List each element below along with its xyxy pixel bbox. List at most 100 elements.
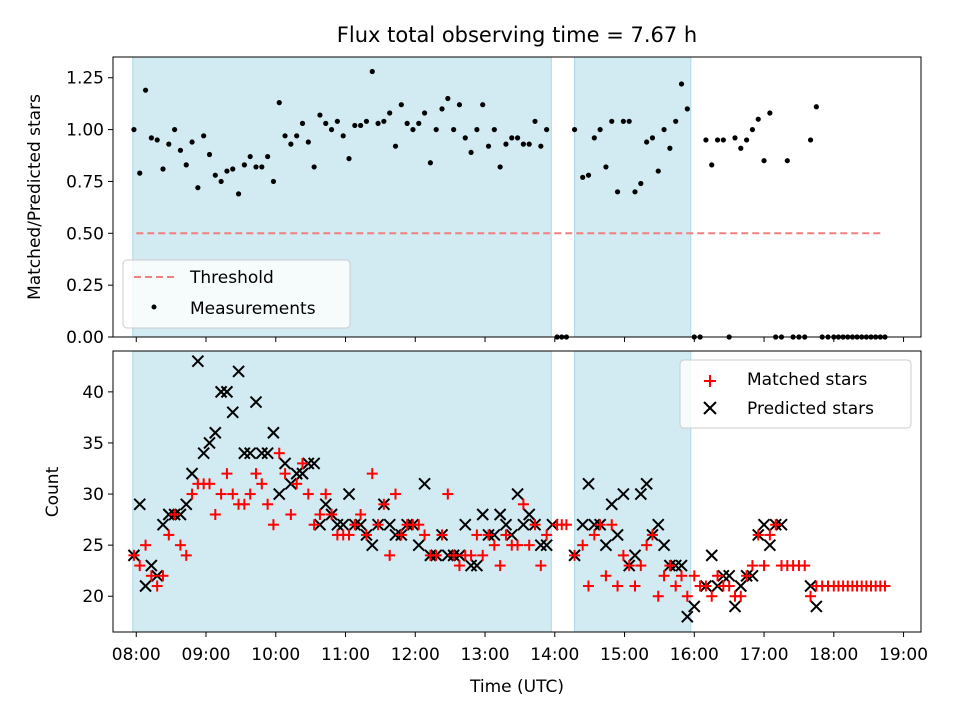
matched-point	[453, 560, 465, 572]
matched-point	[366, 468, 378, 480]
matched-point	[477, 549, 489, 561]
matched-point	[186, 488, 198, 500]
measurement-point	[230, 166, 236, 172]
predicted-point-stroke	[366, 538, 379, 552]
predicted-point	[804, 579, 817, 593]
measurement-point	[323, 120, 329, 126]
measurement-point	[172, 126, 178, 133]
matched-point	[145, 570, 157, 582]
predicted-point-stroke	[459, 518, 472, 531]
matched-point	[488, 539, 500, 551]
predicted-point-stroke	[197, 446, 210, 460]
measurement-point	[720, 137, 726, 143]
measurement-point	[451, 126, 457, 133]
predicted-point-stroke	[505, 528, 518, 542]
matched-point	[465, 549, 477, 561]
measurement-point	[571, 126, 578, 133]
predicted-point-stroke	[238, 446, 251, 460]
matched-point	[372, 519, 384, 531]
predicted-point	[354, 518, 367, 531]
measurement-point	[201, 133, 207, 139]
measurement-point	[166, 141, 172, 147]
matched-point	[723, 580, 735, 592]
predicted-point-stroke	[249, 395, 263, 409]
predicted-point	[757, 518, 771, 531]
matched-legend-swatch	[704, 375, 716, 387]
predicted-point-stroke	[810, 600, 823, 613]
measurement-point	[404, 120, 410, 126]
matched-point	[221, 468, 233, 480]
predicted-point-stroke	[290, 467, 303, 480]
predicted-point	[453, 549, 466, 562]
measurement-point	[352, 122, 358, 129]
measurement-point	[807, 137, 814, 143]
predicted-point	[717, 569, 730, 583]
measurement-point	[474, 126, 480, 133]
measurement-point	[462, 135, 468, 141]
predicted-point	[722, 569, 736, 583]
count-x-axis: 08:00 09:00 10:00 11:00 12:00 13:00 14:00 15:00…	[112, 632, 928, 665]
measurement-point	[703, 137, 709, 143]
matched-point	[670, 580, 682, 592]
measurement-point	[346, 156, 352, 162]
predicted-point	[336, 518, 350, 531]
predicted-point-stroke	[255, 446, 269, 460]
matched-point	[629, 580, 641, 592]
measurement-point	[532, 118, 538, 124]
y-tick-label: 0.75	[66, 172, 104, 192]
predicted-point-stroke	[226, 406, 239, 419]
predicted-point-stroke	[675, 559, 688, 572]
predicted-point-stroke	[209, 426, 222, 439]
predicted-point-stroke	[453, 549, 466, 562]
predicted-point-stroke	[139, 579, 152, 593]
measurement-point	[509, 135, 515, 141]
observing-window-0	[132, 350, 552, 633]
predicted-point-stroke	[722, 569, 736, 583]
matched-point	[641, 539, 653, 551]
predicted-point-stroke	[757, 518, 771, 531]
predicted-point	[775, 518, 788, 531]
measurement-point	[813, 104, 819, 110]
predicted-point	[688, 600, 701, 613]
predicted-point-stroke	[470, 559, 484, 572]
matched-point	[594, 519, 606, 531]
matched-point	[741, 570, 753, 582]
predicted-point-stroke	[763, 538, 777, 552]
measurement-point	[247, 153, 253, 160]
measurement-point	[137, 170, 143, 176]
measurement-point	[305, 139, 311, 145]
measurement-point	[468, 149, 474, 156]
measurement-point	[491, 126, 497, 133]
matched-point	[430, 549, 442, 561]
predicted-point	[162, 508, 176, 521]
matched-point	[758, 560, 770, 572]
matched-point	[770, 519, 782, 531]
predicted-point	[290, 467, 303, 480]
measurement-point	[288, 141, 294, 147]
predicted-point	[681, 610, 694, 623]
predicted-point-stroke	[681, 610, 694, 623]
measurement-point	[398, 102, 404, 108]
y-tick-label: 1.00	[66, 121, 104, 141]
ratio-y-label: Matched/Predicted stars	[25, 94, 45, 300]
predicted-point-stroke	[611, 528, 624, 542]
y-tick-label: 30	[82, 485, 104, 505]
matched-point	[879, 580, 891, 592]
predicted-point	[296, 467, 309, 480]
predicted-point-stroke	[599, 538, 613, 552]
matched-point	[180, 549, 192, 561]
predicted-point-stroke	[145, 559, 158, 572]
predicted-point-stroke	[232, 365, 245, 378]
measurement-point	[755, 116, 761, 122]
measurement-point	[416, 120, 422, 126]
x-tick-label: 16:00	[670, 645, 719, 665]
matched-point	[688, 570, 700, 582]
y-tick-label: 40	[82, 383, 104, 403]
measurement-point	[183, 162, 189, 168]
matched-point	[436, 529, 448, 541]
predicted-point-stroke	[336, 518, 350, 531]
x-tick-label: 19:00	[879, 645, 928, 665]
predicted-point	[640, 477, 653, 491]
measurement-point	[160, 166, 166, 172]
predicted-point	[267, 426, 280, 439]
